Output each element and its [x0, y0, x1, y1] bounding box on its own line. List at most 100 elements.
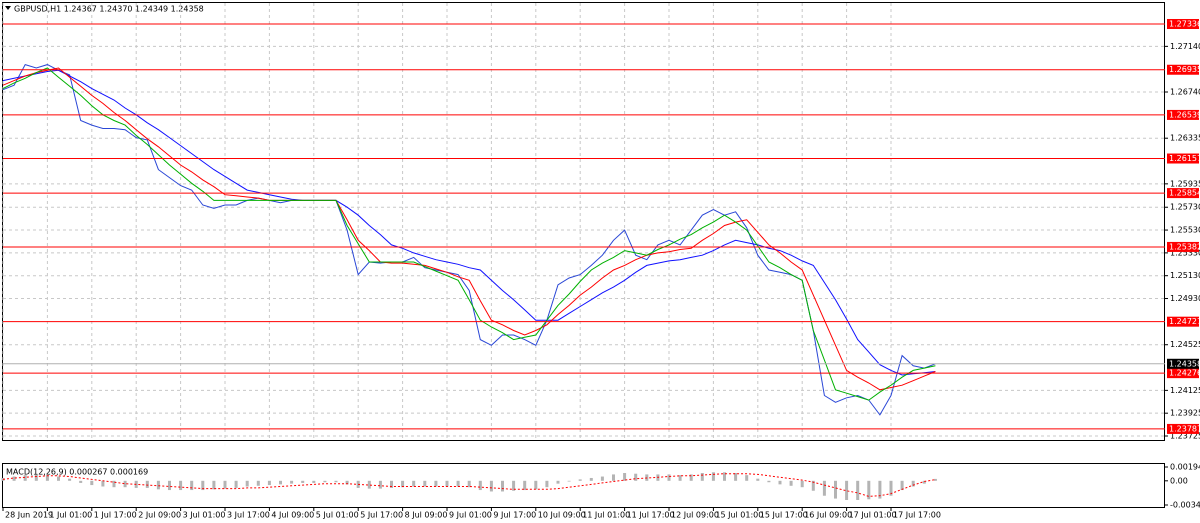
level-label: 1.24727 [1169, 317, 1200, 326]
macd-bar [512, 480, 516, 491]
macd-bar [467, 480, 471, 488]
macd-bar [756, 478, 760, 481]
macd-bar [101, 480, 105, 487]
x-tick-label: 4 Jul 09:00 [271, 511, 314, 520]
macd-bar [267, 480, 271, 486]
macd-bar [290, 480, 294, 484]
macd-bar [45, 475, 49, 481]
signal-line [2, 473, 936, 497]
macd-bar [378, 480, 382, 489]
y-tick-label: 1.25935 [1170, 179, 1200, 188]
macd-bar [822, 480, 826, 496]
macd-bar [12, 476, 16, 481]
macd-bar [911, 480, 915, 487]
x-tick-label: 3 Jul 01:00 [183, 511, 226, 520]
x-tick-label: 2 Jul 09:00 [138, 511, 181, 520]
macd-bar [589, 477, 593, 481]
price-line [2, 64, 936, 416]
menu-triangle[interactable] [5, 6, 11, 10]
macd-bar [845, 480, 849, 500]
level-label-box [1167, 423, 1199, 434]
y-tick-label: 1.27140 [1170, 42, 1200, 51]
macd-bar [867, 480, 871, 500]
macd-bar [678, 475, 682, 481]
macd-bar [889, 480, 893, 496]
x-tick-label: 1 Jul 01:00 [49, 511, 92, 520]
macd-bar [501, 480, 504, 492]
x-tick-label: 11 Jul 01:00 [582, 511, 630, 520]
macd-bar [523, 480, 527, 491]
macd-bar [478, 480, 482, 491]
macd-bar [489, 480, 493, 492]
level-label: 1.24276 [1169, 369, 1200, 378]
macd-bar [401, 480, 405, 488]
level-label-box [1167, 368, 1199, 379]
y-tick-label: 1.24125 [1170, 386, 1200, 395]
macd-bar [700, 472, 704, 481]
macd-bar [123, 480, 127, 488]
x-tick-label: 5 Jul 01:00 [316, 511, 359, 520]
macd-pane [2, 463, 1165, 508]
macd-bar [190, 480, 194, 491]
level-label-box [1167, 18, 1199, 29]
x-tick-label: 3 Jul 17:00 [227, 511, 270, 520]
macd-bar [57, 476, 60, 481]
macd-bar [856, 480, 860, 500]
y-tick-label: 0.001944 [1170, 463, 1200, 472]
macd-bar [612, 474, 615, 481]
x-tick-label: 5 Jul 17:00 [360, 511, 403, 520]
y-tick-label: 1.25330 [1170, 248, 1200, 257]
macd-bar [90, 480, 94, 486]
moving-average [2, 67, 936, 391]
macd-bar [434, 480, 438, 487]
macd-bar [412, 480, 416, 487]
macd-bar [234, 480, 238, 488]
macd-bar [279, 480, 282, 485]
macd-bar [312, 480, 316, 483]
x-tick-label: 15 Jul 01:00 [715, 511, 763, 520]
x-tick-label: 1 Jul 17:00 [94, 511, 137, 520]
moving-average [2, 67, 936, 401]
level-label-box [1167, 188, 1199, 199]
macd-bar [367, 480, 371, 489]
macd-bar [79, 480, 83, 483]
macd-bar [600, 476, 604, 481]
macd-bar [878, 480, 882, 499]
current-price-label: 1.24358 [1169, 359, 1200, 368]
level-label-box [1167, 153, 1199, 164]
macd-bar [34, 474, 38, 481]
macd-bar [723, 472, 726, 481]
y-tick-label: 1.25130 [1170, 271, 1200, 280]
macd-bar [745, 475, 749, 481]
macd-title: MACD(12,26,9) 0.000267 0.000169 [6, 468, 148, 477]
macd-bar [711, 472, 715, 481]
x-tick-label: 15 Jul 17:00 [760, 511, 808, 520]
macd-bar [423, 480, 427, 487]
macd-bar [545, 480, 549, 488]
macd-bar [811, 480, 815, 491]
level-label-box [1167, 241, 1199, 252]
macd-bar [623, 472, 627, 481]
macd-bar [301, 480, 305, 483]
level-label-box [1167, 64, 1199, 75]
macd-bar [667, 474, 671, 481]
x-tick-label: 9 Jul 17:00 [493, 511, 536, 520]
macd-bar [734, 472, 738, 481]
macd-bar [834, 480, 837, 499]
macd-bar [156, 480, 160, 490]
x-tick-label: 17 Jul 01:00 [849, 511, 897, 520]
macd-bar [933, 478, 937, 481]
macd-bar [334, 480, 338, 483]
level-label-box [1167, 109, 1199, 120]
macd-bar [212, 480, 216, 490]
y-tick-label: 1.25530 [1170, 226, 1200, 235]
y-tick-label: 1.24525 [1170, 340, 1200, 349]
macd-bar [534, 480, 538, 490]
y-tick-label: 0.00 [1170, 476, 1188, 485]
x-tick-label: 11 Jul 17:00 [627, 511, 675, 520]
x-tick-label: 17 Jul 17:00 [893, 511, 941, 520]
y-tick-label: 1.26335 [1170, 134, 1200, 143]
macd-bar [168, 480, 171, 491]
